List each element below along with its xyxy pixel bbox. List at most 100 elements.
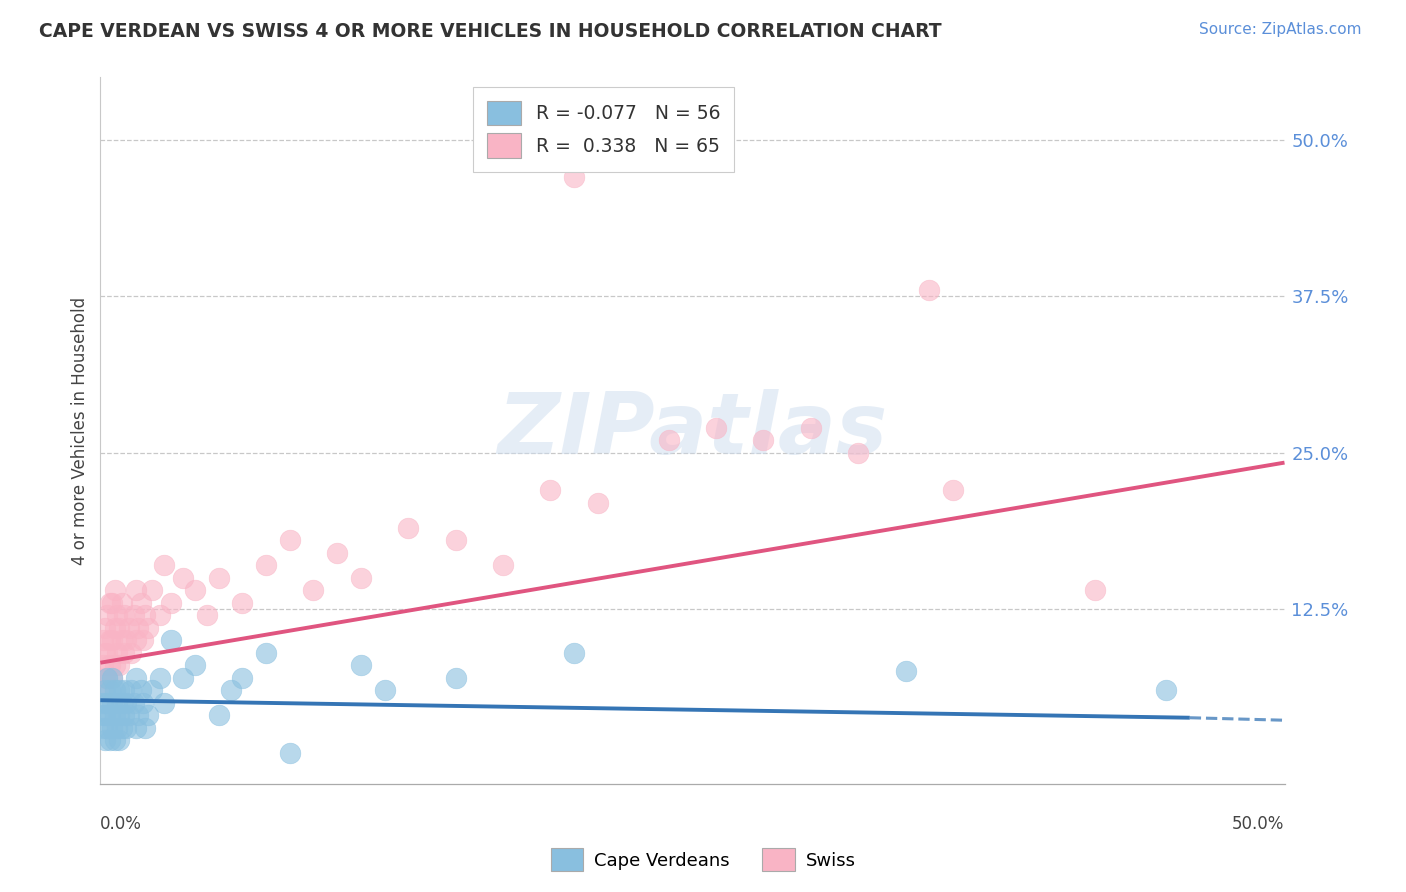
Point [153,696,176,710]
Point [115,696,138,710]
Point [105,696,128,710]
Point [91,696,114,710]
Point [219,683,242,698]
Point [105,608,128,623]
Point [302,583,325,598]
Point [98,708,121,723]
Point [91,658,114,673]
Point [254,558,277,573]
Point [195,608,218,623]
Point [122,608,145,623]
Point [118,621,141,635]
Point [91,721,114,735]
Point [586,495,609,509]
Point [103,583,125,598]
Point [120,646,142,660]
Point [111,721,134,735]
Point [136,708,159,723]
Point [101,596,124,610]
Point [160,633,183,648]
Point [172,671,194,685]
Legend: R = -0.077   N = 56, R =  0.338   N = 65: R = -0.077 N = 56, R = 0.338 N = 65 [472,87,734,171]
Point [103,658,125,673]
Legend: Cape Verdeans, Swiss: Cape Verdeans, Swiss [543,841,863,879]
Point [172,571,194,585]
Point [752,433,775,447]
Point [208,571,231,585]
Point [120,683,142,698]
Point [231,671,253,685]
Point [184,583,207,598]
Point [396,521,419,535]
Point [350,571,373,585]
Point [112,646,135,660]
Point [108,733,131,747]
Text: 0.0%: 0.0% [100,815,142,833]
Point [125,583,148,598]
Point [94,671,117,685]
Point [112,683,135,698]
Point [105,721,128,735]
Point [112,608,135,623]
Point [96,671,118,685]
Point [125,721,148,735]
Point [231,596,253,610]
Point [374,683,396,698]
Point [103,733,125,747]
Point [101,671,124,685]
Point [98,596,121,610]
Point [129,683,152,698]
Point [129,596,152,610]
Point [98,733,121,747]
Point [115,721,138,735]
Point [1154,683,1177,698]
Point [94,646,117,660]
Point [122,696,145,710]
Point [658,433,681,447]
Point [112,708,135,723]
Point [108,708,131,723]
Point [704,420,727,434]
Point [350,658,373,673]
Point [141,583,163,598]
Point [108,658,131,673]
Point [108,683,131,698]
Point [278,533,301,548]
Point [105,646,128,660]
Y-axis label: 4 or more Vehicles in Household: 4 or more Vehicles in Household [72,297,89,565]
Point [148,671,170,685]
Point [96,608,118,623]
Point [132,633,155,648]
Text: ZIPatlas: ZIPatlas [498,389,887,472]
Point [103,683,125,698]
Point [91,708,114,723]
Point [101,633,124,648]
Point [125,671,148,685]
Point [134,721,156,735]
Point [96,696,118,710]
Point [101,721,124,735]
Point [91,633,114,648]
Point [148,608,170,623]
Text: Source: ZipAtlas.com: Source: ZipAtlas.com [1198,22,1361,37]
Point [94,621,117,635]
Point [127,708,149,723]
Point [94,683,117,698]
Point [918,283,941,297]
Point [101,671,124,685]
Point [141,683,163,698]
Text: 50.0%: 50.0% [1232,815,1285,833]
Point [942,483,965,497]
Point [538,483,561,497]
Point [444,533,467,548]
Point [127,621,149,635]
Point [278,746,301,760]
Point [492,558,515,573]
Point [98,658,121,673]
Point [208,708,231,723]
Point [153,558,176,573]
Point [562,646,585,660]
Point [1084,583,1107,598]
Point [103,621,125,635]
Point [101,696,124,710]
